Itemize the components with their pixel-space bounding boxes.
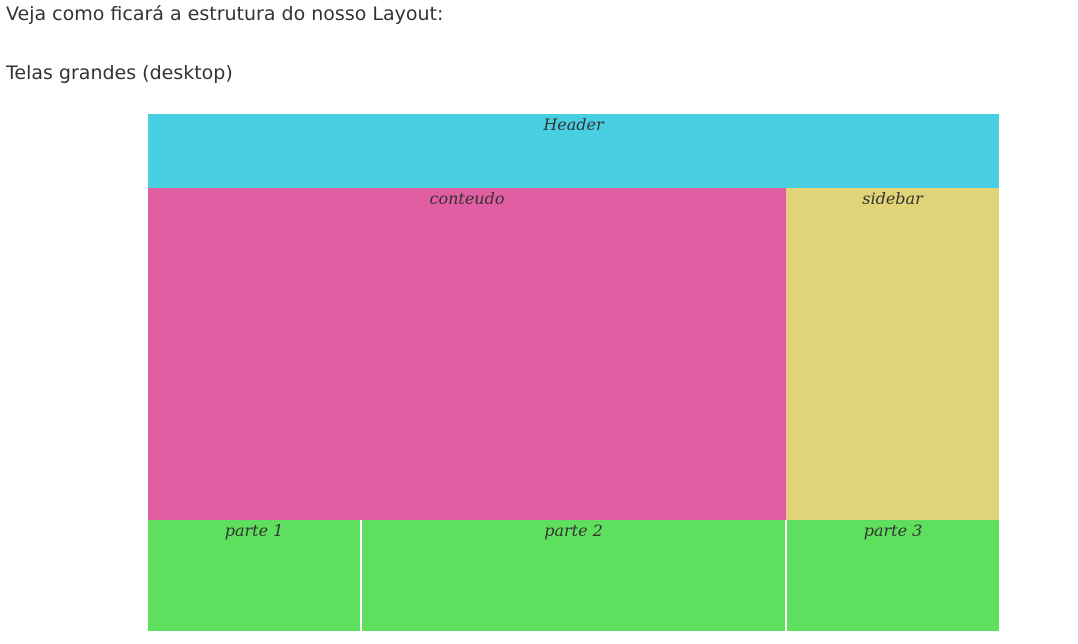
part-2-label: parte 2: [544, 521, 603, 540]
part-1-label: parte 1: [224, 521, 284, 540]
section-title: Telas grandes (desktop): [6, 62, 233, 84]
layout-part-1-block: parte 1: [148, 520, 360, 631]
header-block-label: Header: [543, 115, 604, 134]
part-3-label: parte 3: [863, 521, 923, 540]
sidebar-block-label: sidebar: [862, 189, 923, 208]
layout-part-2-block: parte 2: [362, 520, 785, 631]
layout-content-block: conteudo: [148, 188, 786, 520]
layout-diagram: Header conteudo sidebar parte 1 parte 2 …: [148, 114, 999, 631]
layout-header-block: Header: [148, 114, 999, 188]
intro-text: Veja como ficará a estrutura do nosso La…: [6, 3, 444, 25]
content-block-label: conteudo: [429, 189, 505, 208]
layout-part-3-block: parte 3: [787, 520, 999, 631]
layout-sidebar-block: sidebar: [786, 188, 999, 520]
